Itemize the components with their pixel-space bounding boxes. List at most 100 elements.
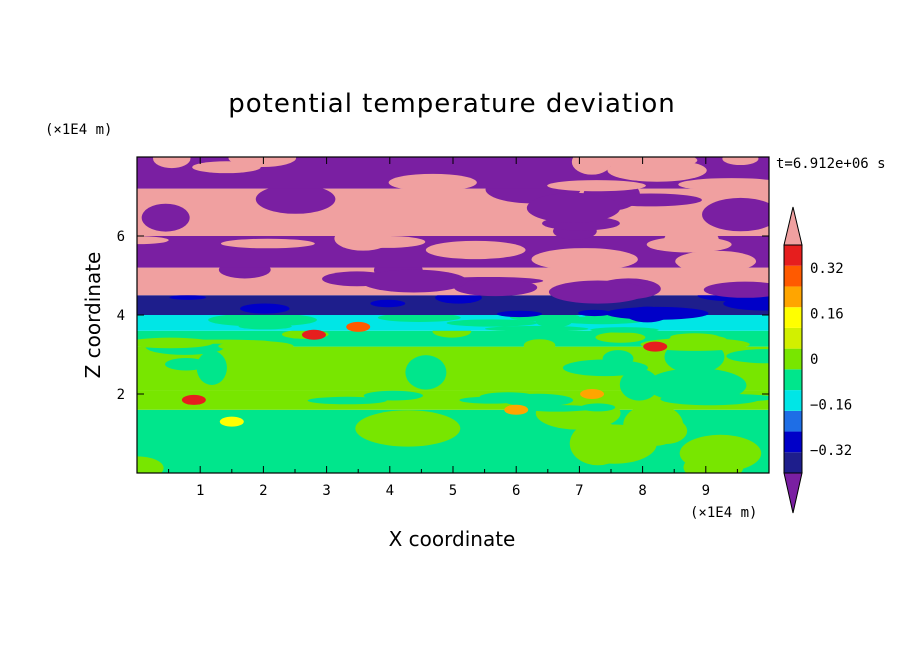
field-blob	[169, 294, 207, 300]
x-tick-label: 4	[386, 483, 394, 499]
colorbar-segment	[784, 307, 802, 328]
field-blob	[702, 197, 769, 232]
warm-anomaly	[346, 321, 371, 332]
colorbar-segment	[784, 265, 802, 287]
field-blob	[607, 159, 707, 182]
field-blob	[196, 350, 227, 385]
field-blob	[595, 332, 646, 343]
x-tick-label: 7	[575, 483, 583, 499]
warm-anomaly	[580, 389, 605, 399]
field-blob	[703, 281, 769, 298]
field-blob	[531, 248, 638, 271]
chart-title: potential temperature deviation	[228, 89, 675, 119]
colorbar-label: −0.16	[810, 398, 852, 414]
colorbar-segment	[784, 410, 802, 432]
colorbar-label: −0.32	[810, 443, 852, 459]
warm-anomaly	[219, 416, 244, 427]
warm-anomaly	[643, 341, 668, 352]
z-axis: 2 4 6	[117, 229, 769, 403]
field-blob	[446, 319, 538, 327]
field-blob	[388, 173, 477, 192]
field-blob	[678, 178, 769, 191]
field-blob	[307, 396, 387, 405]
colorbar-segment	[784, 286, 802, 308]
warm-anomaly	[504, 404, 529, 415]
warm-anomaly	[301, 329, 326, 340]
contour-field	[137, 157, 769, 473]
field-blob	[526, 192, 621, 223]
z-axis-label: Z coordinate	[81, 252, 105, 379]
field-blob	[683, 453, 744, 473]
field-blob	[405, 355, 447, 390]
field-blob	[348, 235, 426, 248]
z-tick-label: 2	[117, 387, 125, 403]
colorbar-segment	[784, 369, 802, 391]
field-blob	[238, 323, 292, 330]
x-tick-label: 8	[638, 483, 646, 499]
field-blob	[137, 236, 169, 245]
field-blob	[590, 327, 659, 333]
colorbar-label: 0.32	[810, 261, 844, 277]
colorbar-segment	[784, 245, 802, 266]
x-tick-label: 1	[196, 483, 204, 499]
field-blob	[523, 339, 556, 352]
colorbar-segment	[784, 327, 802, 349]
field-blob	[192, 161, 261, 174]
field-blob	[240, 303, 290, 314]
field-blob	[153, 157, 191, 169]
field-blob	[164, 358, 208, 371]
colorbar-segment	[784, 348, 802, 370]
field-blob	[626, 306, 669, 323]
x-axis: 1 2 3 4 5 6 7 8 9	[168, 157, 738, 499]
field-blob	[645, 368, 747, 403]
z-unit-label: (×1E4 m)	[45, 122, 112, 138]
field-blob	[548, 280, 647, 304]
field-blob	[355, 410, 461, 447]
field-blob	[168, 339, 271, 344]
field-blob	[496, 310, 543, 318]
field-blob	[726, 349, 769, 364]
field-blob	[535, 316, 572, 328]
x-tick-label: 3	[322, 483, 330, 499]
field-blob	[644, 417, 688, 445]
field-blob	[370, 299, 406, 308]
field-blob	[255, 184, 336, 214]
field-blob	[619, 368, 659, 401]
field-blob	[599, 193, 702, 207]
field-blob	[141, 203, 190, 232]
field-blob	[360, 269, 468, 293]
colorbar-frame	[783, 244, 803, 474]
field-blob	[208, 313, 317, 327]
x-tick-label: 2	[259, 483, 267, 499]
x-tick-label: 6	[512, 483, 520, 499]
field-blob	[723, 296, 769, 311]
field-blob	[363, 390, 423, 401]
field-blob	[425, 240, 526, 260]
x-axis-label: X coordinate	[389, 527, 516, 551]
time-label: t=6.912e+06 s	[776, 156, 886, 172]
field-blob	[220, 238, 315, 249]
field-blob	[722, 157, 759, 166]
field-blob	[578, 309, 612, 317]
x-unit-label: (×1E4 m)	[690, 505, 757, 521]
z-tick-label: 4	[117, 308, 125, 324]
field-blob	[562, 359, 648, 377]
field-blob	[676, 251, 734, 273]
field-blob	[137, 456, 164, 473]
colorbar-segment	[784, 390, 802, 411]
x-tick-label: 9	[702, 483, 710, 499]
x-tick-label: 5	[449, 483, 457, 499]
z-tick-label: 6	[117, 229, 125, 245]
field-blob	[547, 180, 646, 192]
field-blob	[479, 392, 537, 402]
field-blob	[571, 157, 612, 175]
field-blob	[484, 325, 589, 332]
field-blob	[668, 334, 727, 345]
warm-anomaly	[181, 394, 206, 405]
field-blob	[377, 313, 461, 322]
colorbar: −0.32 −0.16 0 0.16 0.32	[783, 206, 852, 514]
colorbar-segment	[784, 431, 802, 453]
colorbar-segment	[784, 452, 802, 473]
colorbar-label: 0.16	[810, 306, 844, 322]
